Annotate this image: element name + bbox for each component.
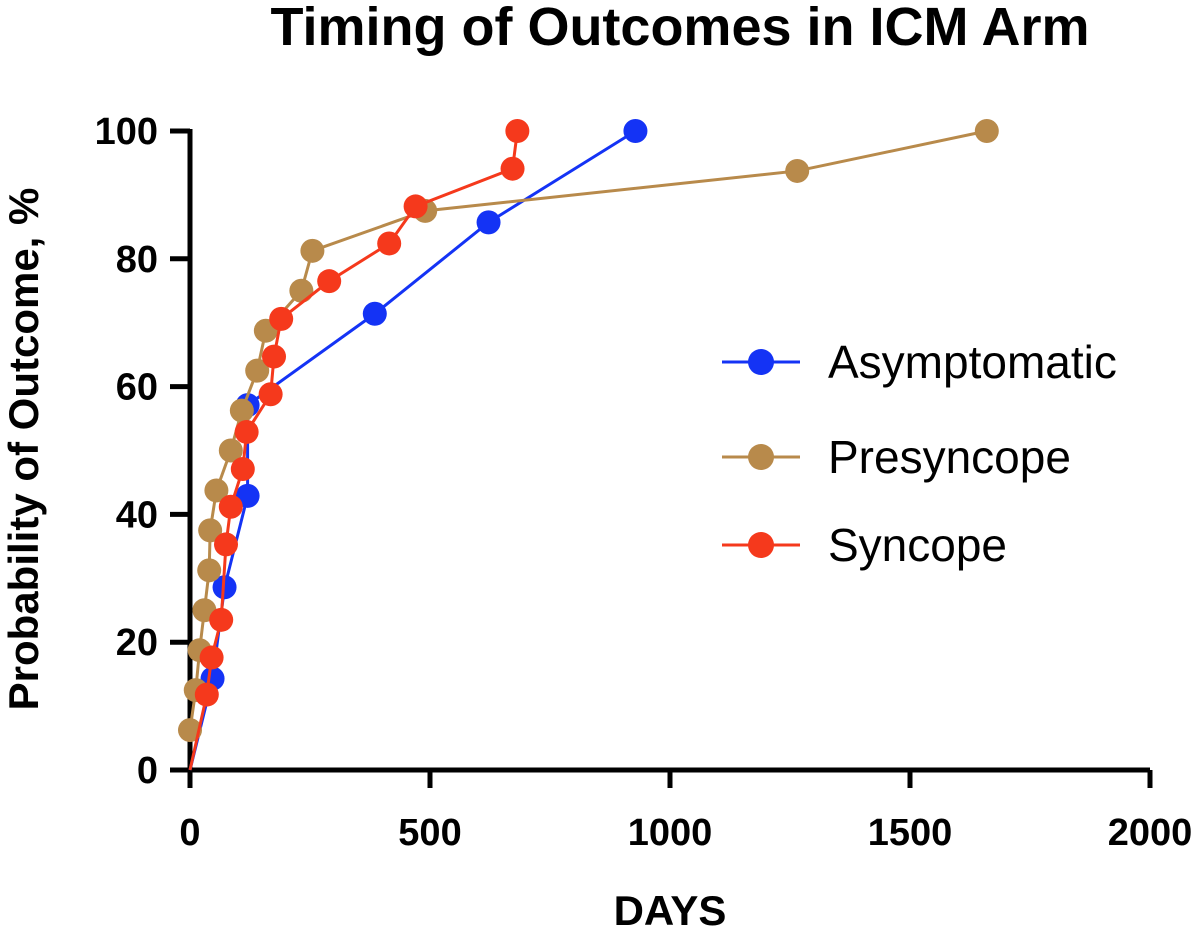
- data-point-presyncope: [300, 238, 325, 263]
- data-point-presyncope: [218, 438, 243, 463]
- x-tick-label: 500: [398, 812, 461, 854]
- series-layer: [178, 119, 999, 771]
- data-point-presyncope: [197, 558, 222, 583]
- legend-swatch-marker: [748, 532, 774, 558]
- y-tick-label: 80: [116, 239, 158, 281]
- legend-label-presyncope: Presyncope: [828, 431, 1071, 483]
- legend-label-asymptomatic: Asymptomatic: [828, 336, 1117, 388]
- x-tick-label: 1500: [868, 812, 953, 854]
- x-tick-label: 2000: [1108, 812, 1193, 854]
- legend-swatch-marker: [748, 444, 774, 470]
- data-point-syncope: [218, 494, 243, 519]
- legend: Asymptomatic Presyncope Syncope: [722, 336, 1117, 571]
- data-point-presyncope: [785, 158, 810, 183]
- data-point-syncope: [262, 344, 286, 369]
- y-tick-label: 100: [95, 111, 158, 153]
- data-point-syncope: [403, 194, 428, 219]
- y-tick-label: 40: [116, 494, 158, 536]
- data-point-presyncope: [974, 119, 999, 143]
- data-point-syncope: [214, 532, 238, 557]
- data-point-syncope: [505, 119, 530, 143]
- legend-item-presyncope: Presyncope: [722, 431, 1071, 483]
- data-point-asymptomatic: [623, 119, 648, 143]
- data-point-presyncope: [289, 278, 314, 303]
- legend-item-asymptomatic: Asymptomatic: [722, 336, 1117, 388]
- data-point-presyncope: [204, 478, 229, 503]
- data-point-syncope: [317, 269, 342, 294]
- data-point-presyncope: [245, 358, 270, 383]
- legend-label-syncope: Syncope: [828, 519, 1007, 571]
- data-point-syncope: [500, 156, 525, 181]
- data-point-syncope: [209, 607, 234, 632]
- x-tick-label: 1000: [628, 812, 713, 854]
- data-point-asymptomatic: [362, 301, 387, 326]
- data-point-presyncope: [178, 718, 202, 743]
- legend-item-syncope: Syncope: [722, 519, 1007, 571]
- legend-swatch-marker: [748, 349, 774, 375]
- data-point-syncope: [377, 231, 402, 256]
- data-point-syncope: [258, 382, 283, 407]
- data-point-presyncope: [198, 518, 223, 543]
- data-point-syncope: [199, 645, 224, 670]
- y-tick-label: 20: [116, 622, 158, 664]
- x-tick-label: 0: [179, 812, 200, 854]
- y-tick-label: 60: [116, 367, 158, 409]
- x-axis-label: DAYS: [614, 887, 727, 928]
- y-axis-label: Probability of Outcome, %: [0, 188, 47, 711]
- data-point-syncope: [234, 419, 259, 444]
- data-point-syncope: [194, 682, 219, 707]
- data-point-presyncope: [229, 398, 254, 423]
- data-point-syncope: [269, 306, 294, 331]
- series-syncope: [188, 119, 530, 771]
- data-point-asymptomatic: [476, 210, 501, 235]
- y-tick-label: 0: [137, 750, 158, 792]
- y-axis: 0 20 40 60 80 100: [95, 111, 193, 792]
- x-axis: 0 500 1000 1500 2000: [179, 767, 1193, 854]
- series-line-syncope: [188, 130, 519, 771]
- data-point-syncope: [230, 457, 255, 482]
- chart-title: Timing of Outcomes in ICM Arm: [270, 0, 1089, 57]
- series-line-asymptomatic: [188, 129, 637, 771]
